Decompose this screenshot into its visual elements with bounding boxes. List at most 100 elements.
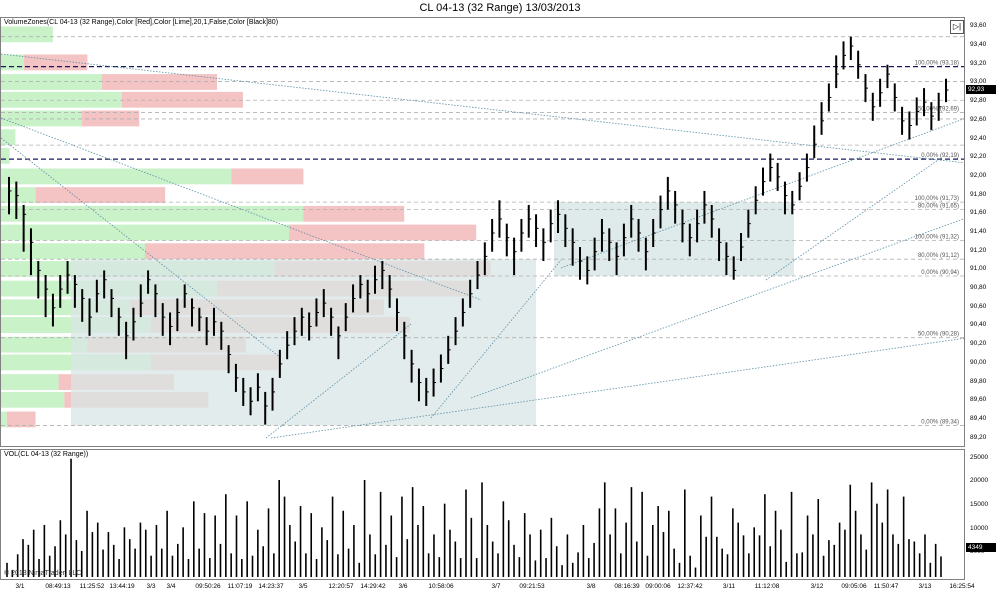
price-tick-label: 89,40 bbox=[970, 414, 987, 422]
time-tick-label: 13:44:19 bbox=[109, 583, 135, 590]
price-tick-label: 93,60 bbox=[970, 22, 987, 30]
price-panel[interactable]: 100,00% (93,18) 50,00% (92,69) 0,00% (92,1… bbox=[0, 17, 965, 447]
volume-indicator-label: VOL(CL 04-13 (32 Range)) bbox=[4, 451, 89, 458]
trend-line bbox=[1, 137, 282, 359]
price-tick-label: 93,20 bbox=[970, 59, 987, 67]
fib-level-label: 50,00% (90,28) bbox=[918, 332, 959, 338]
time-tick-label: 09:05:06 bbox=[841, 583, 867, 590]
volume-zone-sell bbox=[35, 187, 166, 204]
time-tick-label: 3/6 bbox=[398, 583, 408, 590]
time-tick-label: 3/3 bbox=[146, 583, 156, 590]
volume-zone-buy bbox=[1, 224, 289, 241]
volume-zone-sell bbox=[81, 110, 140, 127]
price-tick-label: 90,20 bbox=[970, 340, 987, 348]
volume-zone-sell bbox=[289, 224, 477, 241]
trend-line bbox=[265, 323, 412, 439]
price-chart-svg[interactable]: 100,00% (93,18)50,00% (92,69)0,00% (92,1… bbox=[1, 18, 965, 447]
time-tick-label: 3/7 bbox=[491, 583, 501, 590]
time-tick-label: 09:50:26 bbox=[195, 583, 221, 590]
time-tick-label: 3/4 bbox=[166, 583, 176, 590]
price-tick-label: 89,20 bbox=[970, 433, 987, 441]
time-tick-label: 16:25:54 bbox=[949, 583, 975, 590]
price-tick-label: 91,40 bbox=[970, 228, 987, 235]
time-tick-label: 3/5 bbox=[298, 583, 308, 590]
volume-tick-label: 25000 bbox=[970, 453, 989, 461]
volume-zone-buy bbox=[1, 147, 10, 164]
price-tick-label: 89,80 bbox=[970, 377, 987, 385]
volume-zone-sell bbox=[145, 243, 425, 260]
volume-zone-buy bbox=[1, 54, 25, 71]
volume-zone-buy bbox=[1, 168, 232, 185]
trend-line bbox=[765, 157, 942, 281]
time-tick-label: 11:25:52 bbox=[79, 583, 105, 590]
price-tick-label: 91,00 bbox=[970, 265, 987, 273]
volume-zone-buy bbox=[1, 26, 53, 43]
volume-zone-buy bbox=[1, 336, 88, 353]
volume-zone-sell bbox=[121, 91, 243, 108]
fib-level-label: 80,00% (91,65) bbox=[918, 204, 959, 210]
time-tick-label: 3/1 bbox=[15, 583, 25, 590]
price-tick-label: 92,60 bbox=[970, 115, 987, 123]
volume-zone-buy bbox=[1, 74, 102, 90]
price-tick-label: 92,20 bbox=[970, 153, 987, 161]
time-tick-label: 10:58:06 bbox=[428, 583, 454, 590]
volume-zone-sell bbox=[24, 54, 88, 71]
fib-level-label: 100,00% (91,32) bbox=[915, 234, 959, 240]
price-axis: 93,60 93,40 93,20 93,00 92,80 92,60 92,40 92,20… bbox=[966, 17, 1000, 447]
trend-line bbox=[1, 53, 964, 164]
time-tick-label: 14:23:37 bbox=[258, 583, 284, 590]
time-tick-label: 12:20:57 bbox=[328, 583, 354, 590]
copyright-notice: © 2013 NinjaTrader, LLC bbox=[4, 570, 82, 577]
volume-zone-sell bbox=[101, 74, 217, 90]
volume-zone-buy bbox=[1, 91, 122, 108]
volume-chart-svg[interactable] bbox=[1, 450, 965, 580]
time-tick-label: 11:50:47 bbox=[873, 583, 899, 590]
time-tick-label: 09:21:53 bbox=[519, 583, 545, 590]
volume-zone-sell bbox=[6, 411, 36, 428]
price-tick-label: 89,60 bbox=[970, 396, 987, 404]
fib-level-label: 0,00% (92,19) bbox=[921, 153, 959, 159]
skip-to-end-icon[interactable]: ▷| bbox=[950, 20, 964, 34]
chart-title: CL 04-13 (32 Range) 13/03/2013 bbox=[419, 2, 581, 14]
time-tick-label: 3/13 bbox=[918, 583, 932, 590]
volume-zone-buy bbox=[1, 243, 145, 260]
time-tick-label: 08:49:13 bbox=[45, 583, 71, 590]
volume-tick-label: 15000 bbox=[970, 501, 989, 509]
volume-zone-sell bbox=[231, 168, 304, 185]
price-tick-label: 91,60 bbox=[970, 209, 987, 217]
time-tick-label: 11:07:19 bbox=[227, 583, 253, 590]
volume-zone-buy bbox=[1, 110, 82, 127]
price-tick-label: 92,80 bbox=[970, 97, 987, 105]
fib-level-label: 100,00% (91,73) bbox=[915, 196, 959, 202]
range-box bbox=[554, 202, 794, 276]
price-tick-label: 92,00 bbox=[970, 171, 987, 179]
fib-level-label: 0,00% (90,94) bbox=[921, 270, 959, 276]
volume-zone-buy bbox=[1, 411, 7, 428]
last-price-tag: 92,93 bbox=[966, 85, 996, 94]
volume-zone-buy bbox=[1, 205, 304, 222]
volume-panel[interactable]: VOL(CL 04-13 (32 Range)) © 2013 NinjaTra… bbox=[0, 449, 965, 580]
price-tick-label: 93,00 bbox=[970, 78, 987, 86]
trend-line bbox=[270, 337, 964, 439]
price-tick-label: 91,80 bbox=[970, 190, 987, 198]
price-tick-label: 91,20 bbox=[970, 246, 987, 254]
time-tick-label: 3/8 bbox=[586, 583, 596, 590]
price-tick-label: 90,40 bbox=[970, 321, 987, 329]
time-tick-label: 14:29:42 bbox=[360, 583, 386, 590]
volume-zone-buy bbox=[1, 374, 59, 390]
last-volume-tag: 4349 bbox=[966, 543, 996, 552]
volume-zone-buy bbox=[1, 129, 16, 146]
volume-zones-indicator-label: VolumeZones(CL 04-13 (32 Range),Color [R… bbox=[4, 19, 279, 26]
price-tick-label: 90,80 bbox=[970, 284, 987, 292]
time-tick-label: 08:16:39 bbox=[614, 583, 640, 590]
price-tick-label: 92,40 bbox=[970, 134, 987, 142]
price-tick-label: 90,00 bbox=[970, 358, 987, 366]
fib-level-label: 100,00% (93,18) bbox=[915, 61, 959, 67]
trend-line bbox=[470, 218, 964, 399]
price-tick-label: 93,40 bbox=[970, 41, 987, 49]
time-tick-label: 3/12 bbox=[810, 583, 824, 590]
time-tick-label: 09:00:06 bbox=[645, 583, 671, 590]
fib-level-label: 80,00% (91,12) bbox=[918, 253, 959, 259]
trend-line bbox=[430, 259, 562, 419]
range-box bbox=[71, 259, 536, 426]
